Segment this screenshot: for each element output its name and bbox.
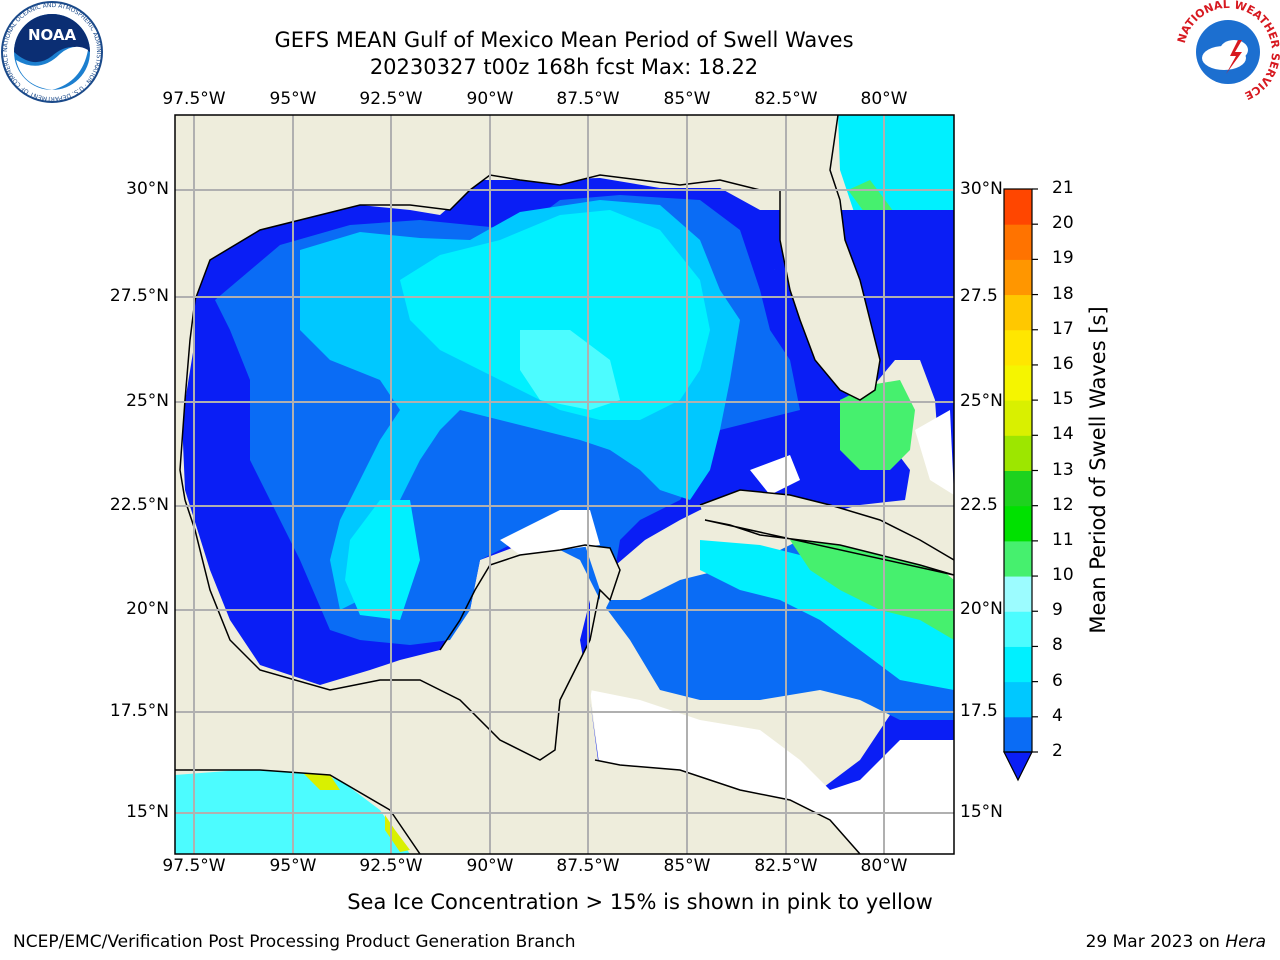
lat-label-left: 27.5°N [109, 286, 169, 306]
colorbar-segment [1004, 646, 1032, 683]
bahamas-missing [915, 410, 954, 495]
colorbar-label: Mean Period of Swell Waves [s] [1086, 306, 1110, 634]
lon-label-top: 97.5°W [162, 89, 226, 109]
lon-label-bottom: 87.5°W [556, 856, 620, 876]
noaa-logo: NATIONAL OCEANIC AND ATMOSPHERIC ADMINIS… [1, 1, 103, 103]
lat-label-left: 25°N [126, 391, 169, 411]
cuba-land [700, 490, 954, 575]
footer-date-text: 29 Mar 2023 on [1085, 932, 1226, 952]
lon-label-top: 80°W [860, 89, 908, 109]
colorbar-segment [1004, 435, 1032, 471]
lon-label-bottom: 90°W [466, 856, 514, 876]
colorbar-tick-label: 19 [1052, 248, 1074, 269]
lon-label-top: 87.5°W [556, 89, 620, 109]
florida-peninsula [780, 170, 880, 400]
sea-ice-caption: Sea Ice Concentration > 15% is shown in … [347, 890, 933, 914]
yucatan-missing [500, 510, 600, 555]
gulf-swell-6-8 [400, 210, 710, 420]
lon-label-bottom: 85°W [663, 856, 711, 876]
colorbar-segment [1004, 716, 1032, 753]
gulf-swell-8-9 [520, 330, 620, 410]
colorbar-segment [1004, 540, 1032, 577]
nws-logo: NATIONAL WEATHER SERVICE [1176, 0, 1280, 102]
lon-label-top: 95°W [269, 89, 317, 109]
lat-label-right: 25°N [960, 391, 1003, 411]
colorbar-tick-label: 8 [1052, 635, 1063, 656]
footer-credit: NCEP/EMC/Verification Post Processing Pr… [13, 932, 576, 952]
colorbar-segment [1004, 470, 1032, 507]
colorbar-segment [1004, 505, 1032, 542]
lon-label-top: 90°W [466, 89, 514, 109]
lon-label-bottom: 97.5°W [162, 856, 226, 876]
colorbar-tick-label: 17 [1052, 318, 1074, 339]
lat-label-right: 15°N [960, 802, 1003, 822]
colorbar-tick-label: 4 [1052, 705, 1063, 726]
lat-label-left: 22.5°N [109, 495, 169, 515]
lon-label-top: 85°W [663, 89, 711, 109]
lon-label-bottom: 95°W [269, 856, 317, 876]
colorbar-segment [1004, 189, 1032, 225]
map-area [175, 115, 954, 854]
map-frame [174, 114, 955, 855]
colorbar-segment [1004, 294, 1032, 331]
lon-label-bottom: 80°W [860, 856, 908, 876]
lat-label-right: 20°N [960, 599, 1003, 619]
colorbar-segment [1004, 259, 1032, 296]
colorbar-tick-label: 10 [1052, 565, 1074, 586]
noaa-logo-text: NOAA [28, 26, 77, 44]
us-land [175, 115, 838, 480]
colorbar-tick-label: 2 [1052, 741, 1063, 761]
lat-label-right: 27.5 [960, 286, 998, 306]
colorbar-segment [1004, 364, 1032, 401]
colorbar-tick-label: 6 [1052, 670, 1063, 691]
coastlines [175, 115, 954, 854]
lon-label-top: 92.5°W [359, 89, 423, 109]
colorbar [1003, 188, 1038, 782]
colorbar-tick-label: 20 [1052, 213, 1074, 234]
colorbar-segment [1004, 576, 1032, 612]
colorbar-segment [1004, 400, 1032, 436]
colorbar-tick-label: 16 [1052, 353, 1074, 374]
lat-label-left: 15°N [126, 802, 169, 822]
footer-host: Hera [1225, 932, 1266, 952]
colorbar-segment [1004, 329, 1032, 366]
colorbar-extend-triangle [1003, 751, 1033, 782]
lat-label-left: 17.5°N [109, 701, 169, 721]
colorbar-segment [1004, 681, 1032, 718]
caribbean-swell-6-8 [700, 540, 954, 690]
lon-label-top: 82.5°W [754, 89, 818, 109]
colorbar-tick-label: 13 [1052, 459, 1074, 480]
lat-label-left: 30°N [126, 179, 169, 199]
footer-date: 29 Mar 2023 on Hera [1086, 932, 1266, 952]
lon-label-bottom: 82.5°W [754, 856, 818, 876]
lon-label-bottom: 92.5°W [359, 856, 423, 876]
colorbar-segment [1004, 224, 1032, 260]
chart-subtitle: 20230327 t00z 168h fcst Max: 18.22 [369, 55, 759, 79]
colorbar-segment [1004, 611, 1032, 647]
colorbar-tick-label: 12 [1052, 494, 1074, 515]
gridlines [175, 115, 954, 854]
lat-label-right: 17.5 [960, 701, 998, 721]
mexico-central-america-land [175, 500, 860, 854]
colorbar-tick-label: 14 [1052, 424, 1074, 445]
colorbar-tick-label: 9 [1052, 600, 1063, 621]
cuba-north-missing [750, 455, 800, 495]
chart-title: GEFS MEAN Gulf of Mexico Mean Period of … [274, 28, 854, 52]
colorbar-tick-label: 11 [1052, 529, 1074, 550]
lat-label-right: 22.5 [960, 495, 998, 515]
gulf-west-swell-6-8 [345, 500, 420, 620]
colorbar-tick-label: 18 [1052, 283, 1074, 304]
lat-label-right: 30°N [960, 179, 1003, 199]
pacific-coast-swell-13-14 [385, 815, 410, 852]
colorbar-tick-label: 21 [1052, 178, 1074, 198]
colorbar-tick-label: 15 [1052, 389, 1074, 410]
lat-label-left: 20°N [126, 599, 169, 619]
